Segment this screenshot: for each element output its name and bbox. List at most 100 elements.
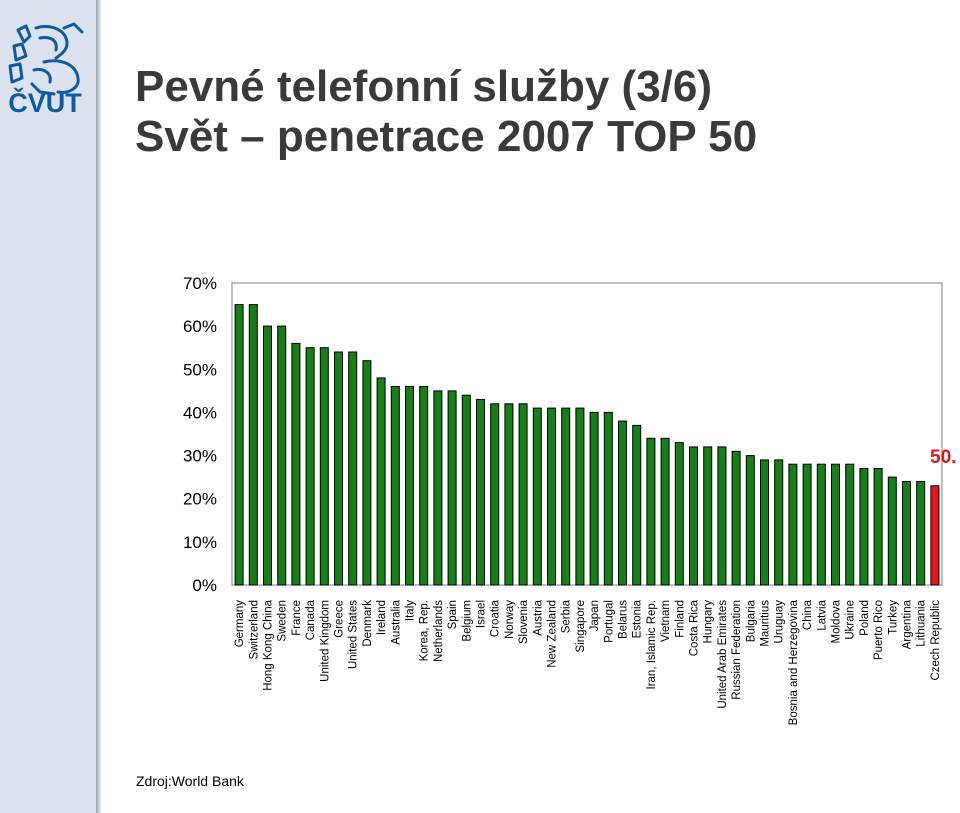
bar [291, 342, 301, 586]
x-tick-label: Belgium [461, 600, 473, 642]
x-tick-label: Italy [405, 600, 417, 621]
side-band [0, 0, 96, 813]
bar [816, 463, 826, 586]
bar [490, 403, 500, 586]
x-tick-label: Russian Federation [731, 600, 743, 700]
x-tick-label: Hungary [703, 600, 715, 644]
bar [674, 442, 684, 586]
title-line-1: Pevné telefonní služby (3/6) [135, 62, 713, 111]
bar [660, 437, 670, 586]
bar [334, 351, 343, 586]
x-tick-label: Singapore [575, 600, 587, 652]
bar [461, 394, 471, 586]
x-tick-label: Poland [859, 600, 871, 636]
bar [248, 304, 258, 586]
bar [930, 485, 940, 586]
x-tick-label: United Arab Emirates [717, 600, 729, 709]
bar [774, 459, 784, 586]
bar [405, 386, 414, 586]
x-tick-label: United Kingdom [319, 600, 331, 682]
bar [447, 390, 457, 586]
x-tick-label: China [802, 599, 814, 630]
plot-area [231, 282, 943, 586]
x-tick-label: Sweden [277, 600, 289, 642]
x-tick-label: Norway [504, 600, 516, 639]
x-tick-label: Vietnam [660, 600, 672, 642]
y-tick-label: 10% [183, 533, 217, 552]
page-title: Pevné telefonní služby (3/6) Svět – pene… [135, 62, 757, 162]
bar [603, 411, 613, 586]
bar [902, 481, 911, 586]
x-tick-label: Switzerland [248, 600, 260, 659]
x-tick-label: Greece [334, 600, 346, 638]
x-tick-label: Ukraine [845, 600, 857, 640]
highlight-annotation: 50. [930, 447, 956, 468]
side-shadow [96, 0, 102, 813]
bar [348, 351, 358, 586]
cvut-logo-text: ČVUT [8, 88, 82, 118]
x-tick-label: Bulgaria [745, 599, 757, 642]
cvut-lion-logo-icon [8, 22, 84, 96]
bar [618, 420, 627, 586]
x-tick-label: Australia [390, 599, 402, 644]
bar [561, 407, 571, 586]
bar [305, 347, 315, 586]
bar [319, 347, 329, 586]
x-tick-label: Slovenia [518, 599, 530, 644]
x-tick-label: Costa Rica [689, 599, 701, 656]
x-tick-label: Korea, Rep. [419, 600, 431, 661]
bar [745, 455, 755, 586]
x-tick-label: United States [348, 600, 360, 669]
bar [362, 360, 372, 586]
x-tick-label: Estonia [632, 599, 644, 638]
x-tick-label: Ireland [376, 600, 388, 635]
x-tick-label: Netherlands [433, 600, 445, 662]
x-tick-label: Germany [234, 600, 246, 648]
bar [518, 403, 528, 586]
x-tick-label: Bosnia and Herzegovina [788, 599, 800, 725]
bar [234, 304, 244, 586]
bar [575, 407, 585, 586]
y-tick-label: 30% [183, 447, 217, 466]
bar [859, 468, 869, 586]
x-tick-label: Spain [447, 600, 459, 629]
bar [731, 450, 741, 586]
source-note: Zdroj:World Bank [136, 773, 244, 789]
bar [873, 468, 883, 586]
x-tick-label: Denmark [362, 600, 374, 647]
x-tick-label: Czech Republic [930, 600, 942, 681]
bar [760, 459, 769, 586]
x-tick-label: Belarus [618, 600, 630, 639]
x-tick-label: Turkey [887, 600, 899, 635]
x-tick-label: Hong Kong China [263, 599, 275, 690]
title-line-2: Svět – penetrace 2007 TOP 50 [135, 112, 758, 161]
bar [632, 424, 642, 586]
x-tick-label: Uruguay [774, 600, 786, 644]
x-tick-label: Canada [305, 599, 317, 640]
y-tick-label: 50% [183, 360, 217, 379]
x-tick-label: Argentina [902, 599, 914, 649]
x-tick-label: Puerto Rico [873, 600, 885, 660]
bar [646, 437, 656, 586]
bar [433, 390, 443, 586]
x-tick-label: Portugal [603, 600, 615, 643]
bar [689, 446, 698, 586]
y-tick-label: 60% [183, 317, 217, 336]
bar [547, 407, 556, 586]
x-tick-label: Mauritius [760, 600, 772, 647]
y-tick-label: 70% [183, 274, 217, 293]
y-axis-labels: 0% 10% 20% 30% 40% 50% 60% 70% [183, 274, 217, 595]
x-tick-label: New Zealand [547, 600, 559, 668]
bar [788, 463, 798, 586]
bar [845, 463, 855, 586]
x-axis-labels: Germany Switzerland Hong Kong China Sweden F… [234, 599, 942, 725]
x-tick-label: Serbia [561, 599, 573, 633]
bar [376, 377, 386, 586]
x-tick-label: Iran, Islamic Rep. [646, 600, 658, 689]
x-tick-label: Moldova [831, 599, 843, 643]
bars [234, 304, 940, 586]
bar [390, 386, 400, 586]
bar [887, 476, 897, 586]
bar [419, 386, 429, 586]
